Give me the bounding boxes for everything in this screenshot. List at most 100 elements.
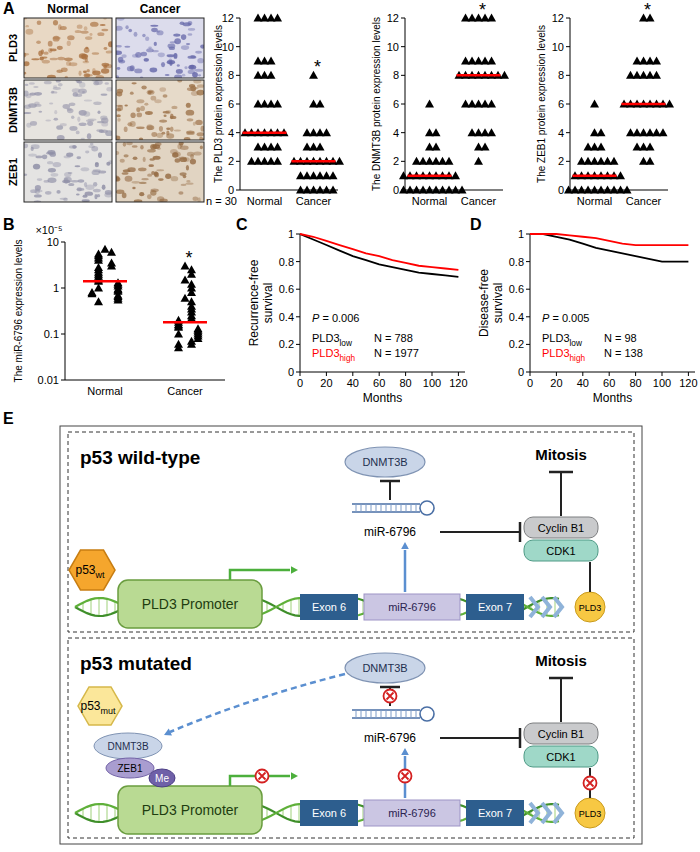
x-tick bbox=[352, 372, 353, 376]
cell bbox=[181, 34, 186, 40]
y-tick bbox=[61, 334, 65, 335]
cell bbox=[123, 169, 131, 172]
cell bbox=[92, 170, 100, 175]
cell bbox=[125, 25, 128, 29]
dnmt3b-shape bbox=[345, 653, 425, 683]
y-tick bbox=[236, 190, 240, 191]
median-line bbox=[292, 160, 336, 163]
cell bbox=[97, 111, 100, 114]
cell bbox=[67, 109, 74, 114]
data-point bbox=[316, 100, 325, 108]
cell bbox=[60, 198, 68, 200]
data-point bbox=[646, 157, 655, 165]
cell bbox=[24, 112, 31, 114]
text-part: survival bbox=[491, 283, 505, 324]
micrograph bbox=[116, 18, 204, 78]
data-point bbox=[432, 143, 441, 151]
column-header: Cancer bbox=[140, 2, 181, 16]
x-tick bbox=[432, 372, 433, 376]
cell bbox=[195, 51, 202, 54]
cell bbox=[130, 112, 135, 118]
cell bbox=[134, 32, 138, 37]
cell bbox=[77, 81, 83, 84]
cell bbox=[84, 73, 90, 77]
data-point bbox=[597, 128, 606, 136]
data-point bbox=[296, 171, 305, 179]
panel-label: D bbox=[470, 216, 482, 233]
cell bbox=[147, 194, 152, 199]
data-point bbox=[659, 128, 668, 136]
cell bbox=[95, 163, 99, 168]
data-point bbox=[487, 14, 496, 22]
curves bbox=[300, 234, 458, 277]
hairpin-loop bbox=[420, 707, 434, 721]
cell bbox=[116, 190, 124, 195]
points bbox=[564, 14, 674, 194]
y-tick-label: 0.4 bbox=[279, 311, 294, 323]
y-tick bbox=[296, 289, 300, 290]
data-point bbox=[584, 143, 593, 151]
cell bbox=[54, 118, 58, 121]
y-tick bbox=[401, 18, 405, 19]
micrograph-bg bbox=[116, 18, 204, 78]
chevron bbox=[530, 597, 538, 617]
data-point bbox=[481, 143, 490, 151]
data-point bbox=[399, 186, 408, 194]
cell bbox=[25, 29, 33, 35]
data-point bbox=[633, 57, 642, 65]
sample-size: N = 98 bbox=[604, 332, 637, 344]
data-point bbox=[267, 57, 276, 65]
cell bbox=[143, 58, 149, 62]
cell bbox=[173, 152, 181, 157]
y-tick bbox=[296, 372, 300, 373]
cell bbox=[24, 91, 29, 97]
y-tick-label: 8 bbox=[393, 69, 399, 81]
data-point bbox=[329, 186, 338, 194]
x-axis bbox=[65, 380, 225, 381]
cell bbox=[154, 172, 159, 177]
cyclin-box bbox=[524, 723, 598, 744]
y-axis-title: Recurrence-freesurvival bbox=[247, 259, 275, 346]
cell bbox=[68, 172, 73, 174]
cell bbox=[117, 67, 121, 70]
cell bbox=[66, 152, 73, 156]
cell bbox=[93, 189, 101, 193]
cell bbox=[116, 177, 120, 182]
x-tick-label: 80 bbox=[629, 377, 641, 389]
y-tick-label: 6 bbox=[393, 98, 399, 110]
y-tick-label: 2 bbox=[558, 155, 564, 167]
y-tick-label: 4 bbox=[228, 127, 234, 139]
x-tick bbox=[609, 372, 610, 376]
cell bbox=[58, 83, 63, 86]
exon-box bbox=[300, 800, 358, 826]
text-part: = 0.006 bbox=[319, 312, 359, 324]
section-title: p53 wild-type bbox=[80, 447, 200, 468]
cell bbox=[182, 74, 185, 77]
y-tick-label: 0.01 bbox=[38, 374, 59, 386]
cell bbox=[122, 172, 129, 174]
cell bbox=[132, 187, 135, 189]
exon-box bbox=[466, 594, 524, 620]
cell bbox=[154, 42, 157, 46]
cell bbox=[194, 151, 202, 155]
cell bbox=[71, 115, 74, 118]
y-tick-label: 0.6 bbox=[509, 283, 524, 295]
cell bbox=[198, 197, 201, 202]
cell bbox=[147, 125, 155, 130]
cell bbox=[180, 157, 188, 162]
p53-label: p53mut bbox=[80, 699, 116, 716]
y-tick bbox=[526, 261, 530, 262]
data-point bbox=[610, 157, 619, 165]
x-tick-label: 100 bbox=[653, 377, 671, 389]
p53-hexagon bbox=[69, 550, 115, 590]
cell bbox=[200, 45, 204, 49]
cell bbox=[49, 102, 53, 104]
cell bbox=[150, 25, 158, 27]
cell bbox=[87, 133, 91, 139]
arrow-head bbox=[291, 772, 298, 780]
cell bbox=[141, 85, 146, 89]
y-tick-label: 8 bbox=[228, 69, 234, 81]
cell bbox=[200, 146, 203, 150]
cell bbox=[192, 72, 198, 77]
y-tick bbox=[236, 161, 240, 162]
